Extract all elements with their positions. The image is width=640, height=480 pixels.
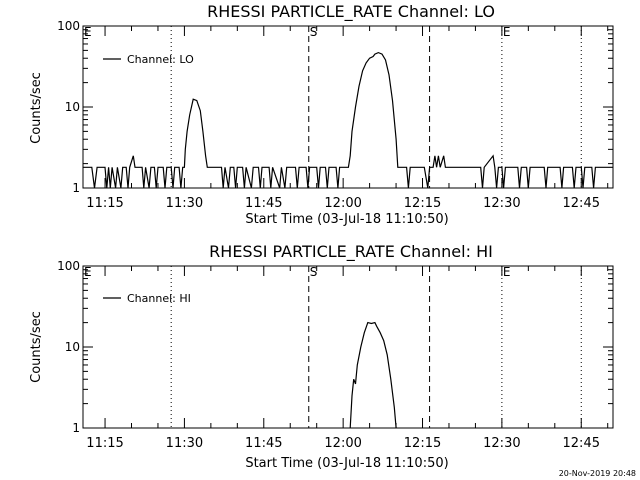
- x-tick-label: 12:30: [483, 196, 520, 211]
- x-tick-label: 11:30: [166, 436, 203, 451]
- x-tick-label: 12:45: [563, 196, 600, 211]
- chart-title: RHESSI PARTICLE_RATE Channel: LO: [207, 2, 495, 22]
- x-tick-label: 12:45: [563, 436, 600, 451]
- x-tick-label: 11:15: [86, 196, 123, 211]
- y-tick-label: 1: [72, 181, 80, 195]
- x-tick-label: 12:15: [404, 436, 441, 451]
- marker-label: S: [310, 25, 318, 39]
- marker-label: E: [84, 25, 92, 39]
- x-tick-label: 11:45: [245, 196, 282, 211]
- x-tick-label: 12:15: [404, 196, 441, 211]
- plot-frame: [82, 25, 614, 189]
- chart-title: RHESSI PARTICLE_RATE Channel: HI: [209, 242, 493, 262]
- x-tick-label: 12:00: [324, 196, 361, 211]
- y-tick-label: 1: [72, 421, 80, 435]
- marker-label: S: [310, 265, 318, 279]
- x-tick-label: 12:30: [483, 436, 520, 451]
- x-axis-label: Start Time (03-Jul-18 11:10:50): [245, 456, 448, 471]
- plot-frame: [82, 265, 614, 429]
- y-tick-label: 100: [57, 19, 80, 33]
- y-axis-label: Counts/sec: [29, 311, 44, 383]
- chart-lo: RHESSI PARTICLE_RATE Channel: LO Counts/…: [29, 2, 614, 227]
- y-axis-label: Counts/sec: [29, 72, 44, 144]
- marker-label: E: [503, 25, 511, 39]
- series-line: [83, 51, 613, 189]
- legend-label: Channel: LO: [127, 53, 194, 66]
- y-tick-label: 100: [57, 259, 80, 273]
- legend-label: Channel: HI: [127, 292, 191, 305]
- x-tick-label: 12:00: [324, 436, 361, 451]
- x-tick-label: 11:15: [86, 436, 123, 451]
- x-tick-label: 11:45: [245, 436, 282, 451]
- marker-label: E: [84, 265, 92, 279]
- series-line: [349, 321, 397, 429]
- y-tick-label: 10: [65, 340, 80, 354]
- y-tick-label: 10: [65, 100, 80, 114]
- x-axis-label: Start Time (03-Jul-18 11:10:50): [245, 212, 448, 227]
- footer-timestamp: 20-Nov-2019 20:48: [559, 469, 636, 478]
- chart-hi: RHESSI PARTICLE_RATE Channel: HI Counts/…: [29, 242, 614, 471]
- x-tick-label: 11:30: [166, 196, 203, 211]
- marker-label: E: [503, 265, 511, 279]
